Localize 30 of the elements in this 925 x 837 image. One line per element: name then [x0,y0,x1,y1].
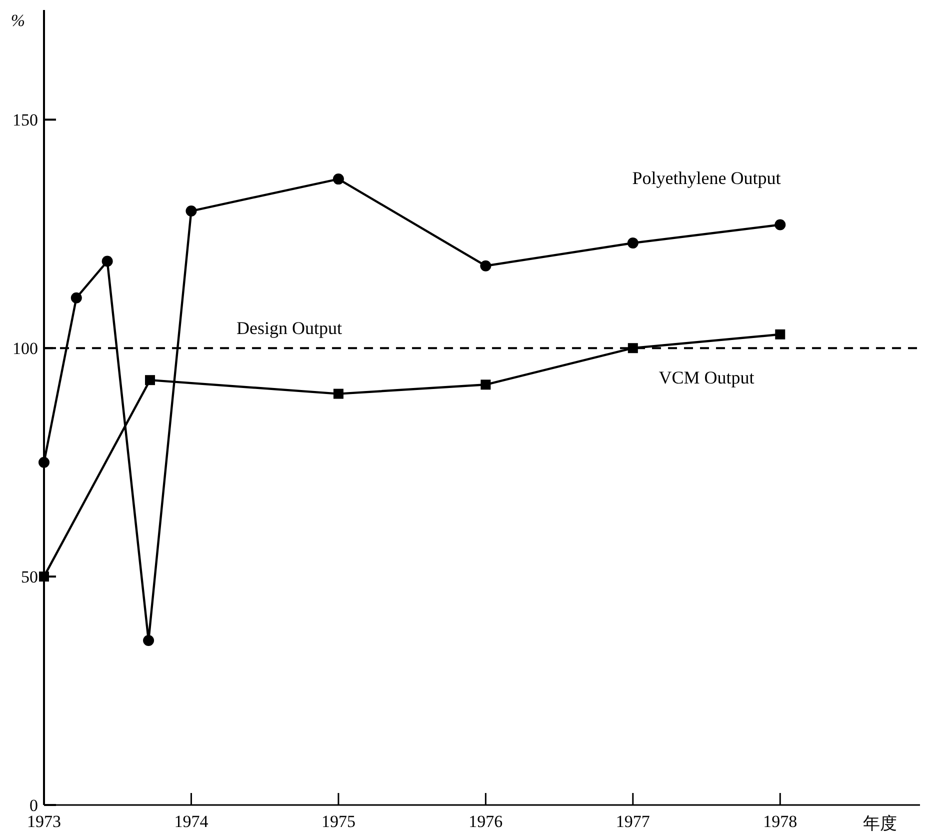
point [480,260,492,272]
point [332,174,344,185]
x-tick-label: 1973 [27,812,61,831]
ref-line-label: Design Output [236,318,342,338]
point [628,343,638,354]
series-label: VCM Output [658,367,754,388]
point [39,572,49,582]
point [480,380,491,390]
x-tick-label: 1978 [763,812,798,831]
series-label: Polyethylene Output [632,168,781,188]
point [145,375,156,386]
point [143,635,154,646]
x-tick-label: 1974 [174,812,209,831]
point [38,456,50,468]
point [775,329,786,340]
x-tick-label: 1976 [468,812,503,831]
point [627,238,638,249]
y-axis-title: % [10,11,26,30]
point [774,219,786,230]
y-tick-label: 50 [21,568,38,587]
y-tick-label: 100 [12,339,38,358]
y-tick-label: 0 [30,796,38,815]
point [70,292,82,304]
x-tick-label: 1977 [616,812,650,831]
y-tick-label: 150 [12,110,38,130]
point [186,206,197,217]
x-axis-title: 年度 [863,814,897,833]
point [102,256,113,267]
x-tick-label: 1975 [321,812,356,831]
point [333,388,344,399]
